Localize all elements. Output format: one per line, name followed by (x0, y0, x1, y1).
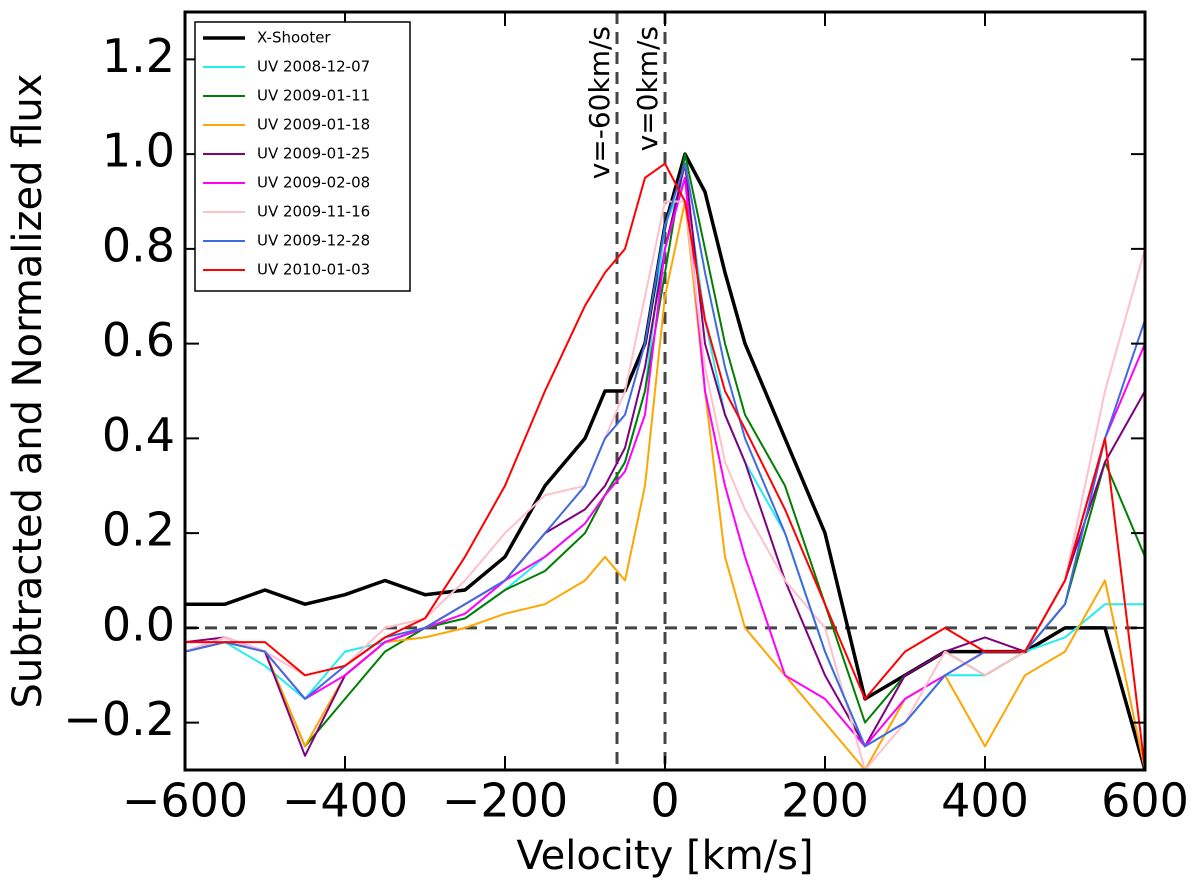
legend-label: X-Shooter (257, 29, 331, 47)
legend-label: UV 2009-01-11 (257, 87, 370, 105)
y-tick-label: 0.6 (102, 313, 175, 367)
legend-label: UV 2009-01-18 (257, 116, 370, 134)
x-tick-label: −600 (122, 774, 248, 828)
y-tick-label: −0.2 (63, 692, 175, 746)
x-axis-title: Velocity [km/s] (516, 833, 813, 879)
y-tick-label: 0.2 (102, 503, 175, 557)
y-tick-label: 0.8 (102, 218, 175, 272)
legend-label: UV 2009-01-25 (257, 145, 370, 163)
legend-label: UV 2009-12-28 (257, 232, 370, 250)
x-tick-label: 0 (650, 774, 679, 828)
x-tick-label: 400 (941, 774, 1029, 828)
plot-area (185, 12, 1145, 770)
x-tick-label: 600 (1101, 774, 1189, 828)
velocity-label: v=0km/s (631, 26, 664, 151)
y-axis-title: Subtracted and Normalized flux (5, 74, 51, 709)
y-tick-label: 1.2 (102, 29, 175, 83)
series-line (185, 162, 1145, 770)
y-tick-label: 0.4 (102, 408, 175, 462)
legend-label: UV 2010-01-03 (257, 261, 370, 279)
y-tick-label: 1.0 (102, 124, 175, 178)
x-tick-label: 200 (781, 774, 869, 828)
legend-label: UV 2009-02-08 (257, 174, 370, 192)
x-tick-label: −400 (282, 774, 408, 828)
x-tick-label: −200 (442, 774, 568, 828)
velocity-label: v=-60km/s (583, 26, 616, 179)
legend-label: UV 2009-11-16 (257, 203, 370, 221)
series-line (185, 200, 1145, 770)
y-tick-label: 0.0 (102, 597, 175, 651)
legend-label: UV 2008-12-07 (257, 58, 370, 76)
